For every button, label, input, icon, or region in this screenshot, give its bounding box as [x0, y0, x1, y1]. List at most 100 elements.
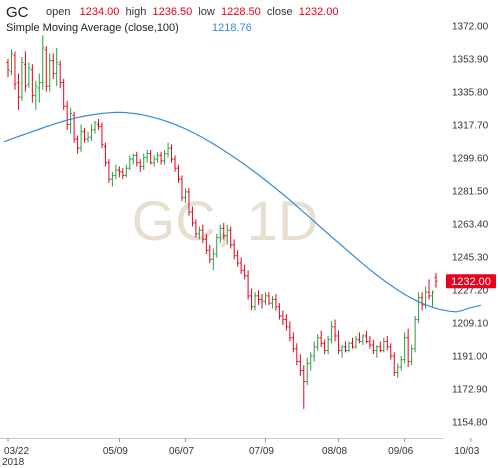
- y-tick-label: 1353.90: [452, 55, 489, 66]
- ohlc-bar: [243, 264, 247, 280]
- ohlc-readout: open 1234.00 high 1236.50 low 1228.50 cl…: [46, 6, 338, 18]
- ohlc-bar: [149, 149, 153, 165]
- ohlc-bar: [382, 337, 386, 353]
- x-tick-label: 08/08: [322, 446, 347, 457]
- ohlc-bar: [138, 159, 142, 172]
- ohlc-bar: [107, 159, 111, 183]
- sma-legend-text: Simple Moving Average (close,100): [6, 22, 179, 34]
- last-price-text: 1232.00: [451, 276, 491, 288]
- y-tick-label: 1299.60: [452, 154, 489, 165]
- y-tick-label: 1245.30: [452, 253, 489, 264]
- ohlc-bar: [417, 292, 421, 324]
- sma-legend-value: 1218.76: [212, 22, 252, 34]
- ohlc-bar: [277, 303, 281, 320]
- ohlc-bar: [44, 46, 48, 92]
- ohlc-bar: [197, 226, 201, 240]
- ohlc-bar: [41, 35, 45, 90]
- close-label: close: [266, 6, 293, 18]
- ohlc-bar: [368, 335, 372, 349]
- ohlc-bar: [389, 343, 393, 360]
- ohlc-bar: [9, 49, 13, 76]
- ohlc-bar: [357, 332, 361, 344]
- ohlc-bar: [434, 273, 438, 288]
- ohlc-bar: [103, 142, 107, 167]
- ohlc-bar: [354, 335, 358, 349]
- ohlc-bar: [236, 250, 240, 267]
- ohlc-bar: [173, 155, 177, 172]
- ohlc-bar: [274, 294, 278, 311]
- ohlc-bar: [100, 122, 104, 149]
- ohlc-bar: [131, 153, 135, 165]
- ohlc-bar: [128, 155, 132, 171]
- ohlc-bar: [211, 248, 215, 271]
- ohlc-bar: [69, 108, 73, 134]
- ohlc-bar: [222, 222, 226, 240]
- ohlc-bar: [13, 51, 17, 90]
- ohlc-bar: [156, 151, 160, 163]
- ohlc-bar: [403, 332, 407, 364]
- ohlc-bar: [396, 363, 400, 378]
- ohlc-bar: [250, 288, 254, 311]
- ohlc-bar: [72, 111, 76, 143]
- high-label: high: [125, 6, 147, 18]
- ohlc-bar: [267, 292, 271, 305]
- last-price-badge: [446, 274, 496, 289]
- ohlc-bar: [166, 142, 170, 158]
- ohlc-bar: [152, 155, 156, 167]
- x-tick-label: 09/06: [388, 446, 413, 457]
- y-tick-label: 1281.50: [452, 187, 489, 198]
- last-price-box: 1232.00: [446, 274, 496, 289]
- ohlc-bar: [90, 124, 94, 141]
- ohlc-bar: [260, 294, 264, 309]
- ohlc-bar: [183, 188, 187, 203]
- ohlc-bar: [16, 73, 20, 110]
- ohlc-bar: [48, 53, 52, 92]
- ohlc-bar: [257, 290, 261, 305]
- ohlc-bar: [163, 149, 167, 165]
- ohlc-bar: [295, 343, 299, 366]
- ohlc-bar: [204, 233, 208, 254]
- ohlc-bar: [30, 64, 34, 103]
- y-axis: 1372.00 1353.90 1335.80 1317.70 1299.60 1281.…: [452, 22, 489, 429]
- ohlc-bar: [371, 339, 375, 355]
- ohlc-bar: [194, 219, 198, 238]
- x-tick-label: 05/09: [103, 446, 128, 457]
- close-value: 1232.00: [298, 6, 339, 18]
- ohlc-bar: [62, 78, 66, 110]
- ohlc-bar: [37, 73, 41, 103]
- ohlc-bar: [375, 345, 379, 358]
- ohlc-bar: [124, 164, 128, 178]
- ohlc-bar: [170, 144, 174, 163]
- y-tick-label: 1172.90: [452, 385, 488, 396]
- ohlc-bar: [319, 330, 323, 347]
- open-label: open: [46, 6, 71, 18]
- ohlc-bar: [316, 334, 320, 351]
- ohlc-bar: [347, 341, 351, 353]
- x-tick-label: 10/03: [454, 446, 479, 457]
- ohlc-bar: [76, 135, 80, 154]
- ohlc-bar: [142, 153, 146, 171]
- y-tick-label: 1263.40: [452, 220, 489, 231]
- ohlc-bar: [110, 171, 114, 187]
- ohlc-bar: [86, 131, 90, 143]
- ohlc-bar: [65, 100, 69, 130]
- ohlc-bar: [364, 330, 368, 344]
- ohlc-bar: [177, 164, 181, 183]
- ohlc-bar: [55, 47, 59, 87]
- sma-line: [3, 111, 482, 313]
- ohlc-bar: [23, 51, 27, 92]
- ohlc-bar: [218, 224, 222, 243]
- ohlc-bar: [201, 224, 205, 243]
- x-tick-label: 03/22: [4, 446, 29, 457]
- high-value: 1236.50: [152, 6, 193, 18]
- y-tick-label: 1335.80: [452, 88, 489, 99]
- low-label: low: [198, 6, 215, 18]
- ohlc-bar: [330, 321, 334, 344]
- sma-legend-label: Simple Moving Average (close,100): [6, 22, 179, 34]
- y-tick-label: 1209.10: [452, 319, 489, 330]
- ohlc-bar: [410, 345, 414, 366]
- ohlc-bar: [385, 335, 389, 351]
- ohlc-bar: [246, 270, 250, 300]
